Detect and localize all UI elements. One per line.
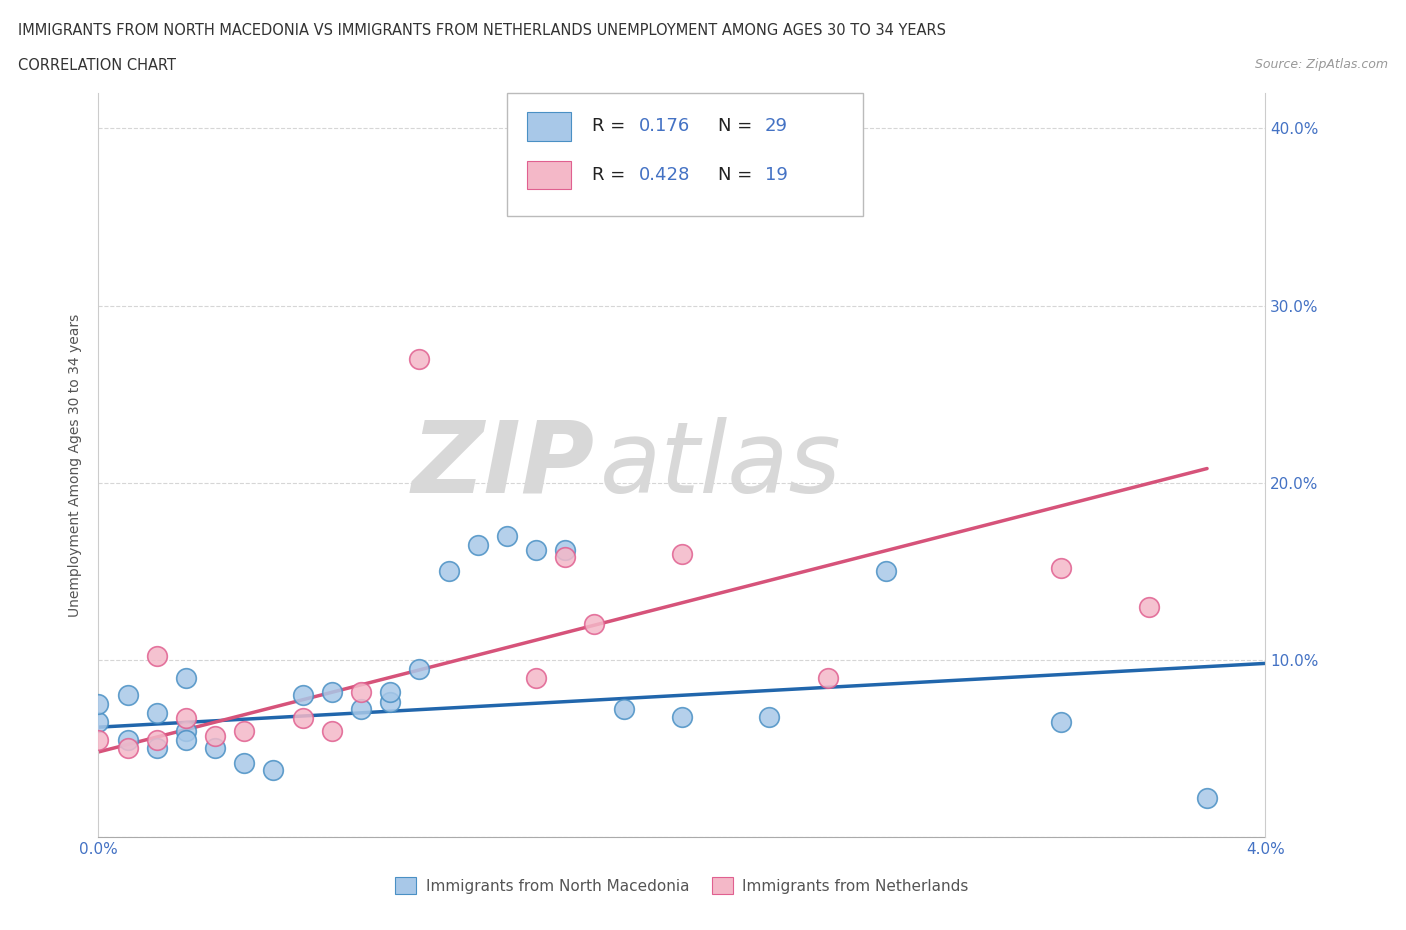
Text: R =: R =: [592, 117, 631, 136]
FancyBboxPatch shape: [527, 113, 571, 140]
Point: [378, 684, 402, 699]
FancyBboxPatch shape: [506, 93, 863, 216]
Point: [146, 649, 169, 664]
Point: [291, 711, 314, 725]
Text: IMMIGRANTS FROM NORTH MACEDONIA VS IMMIGRANTS FROM NETHERLANDS UNEMPLOYMENT AMON: IMMIGRANTS FROM NORTH MACEDONIA VS IMMIG…: [18, 23, 946, 38]
Text: 0.176: 0.176: [638, 117, 690, 136]
Text: 19: 19: [765, 166, 787, 184]
Text: N =: N =: [718, 166, 758, 184]
Text: ZIP: ZIP: [412, 417, 595, 513]
Point: [146, 732, 169, 747]
Point: [204, 728, 226, 743]
Point: [554, 542, 576, 557]
Point: [758, 709, 780, 724]
Point: [524, 671, 547, 685]
Point: [87, 697, 110, 711]
Point: [1050, 560, 1073, 575]
Point: [321, 724, 343, 738]
Point: [612, 702, 634, 717]
Point: [117, 741, 139, 756]
Point: [262, 763, 284, 777]
Point: [350, 684, 373, 699]
Text: 29: 29: [765, 117, 787, 136]
Point: [728, 188, 751, 203]
Text: 0.428: 0.428: [638, 166, 690, 184]
Point: [146, 706, 169, 721]
Point: [233, 755, 256, 770]
Point: [117, 688, 139, 703]
Point: [174, 732, 197, 747]
Point: [554, 550, 576, 565]
Point: [350, 702, 373, 717]
Point: [378, 695, 402, 710]
Point: [291, 688, 314, 703]
FancyBboxPatch shape: [527, 161, 571, 189]
Point: [1195, 790, 1218, 805]
Point: [875, 564, 897, 578]
Point: [321, 684, 343, 699]
Text: N =: N =: [718, 117, 758, 136]
Point: [174, 724, 197, 738]
Point: [204, 741, 226, 756]
Point: [817, 671, 839, 685]
Point: [87, 714, 110, 729]
Point: [117, 732, 139, 747]
Legend: Immigrants from North Macedonia, Immigrants from Netherlands: Immigrants from North Macedonia, Immigra…: [389, 871, 974, 900]
Y-axis label: Unemployment Among Ages 30 to 34 years: Unemployment Among Ages 30 to 34 years: [69, 313, 83, 617]
Point: [524, 542, 547, 557]
Text: atlas: atlas: [600, 417, 842, 513]
Point: [408, 352, 430, 366]
Point: [1137, 599, 1160, 614]
Point: [583, 617, 606, 631]
Text: Source: ZipAtlas.com: Source: ZipAtlas.com: [1254, 58, 1388, 71]
Text: CORRELATION CHART: CORRELATION CHART: [18, 58, 176, 73]
Point: [437, 564, 460, 578]
Point: [1050, 714, 1073, 729]
Point: [496, 528, 519, 543]
Point: [233, 724, 256, 738]
Text: R =: R =: [592, 166, 631, 184]
Point: [671, 709, 693, 724]
Point: [146, 741, 169, 756]
Point: [87, 732, 110, 747]
Point: [408, 661, 430, 676]
Point: [467, 538, 489, 552]
Point: [671, 546, 693, 561]
Point: [174, 671, 197, 685]
Point: [174, 711, 197, 725]
